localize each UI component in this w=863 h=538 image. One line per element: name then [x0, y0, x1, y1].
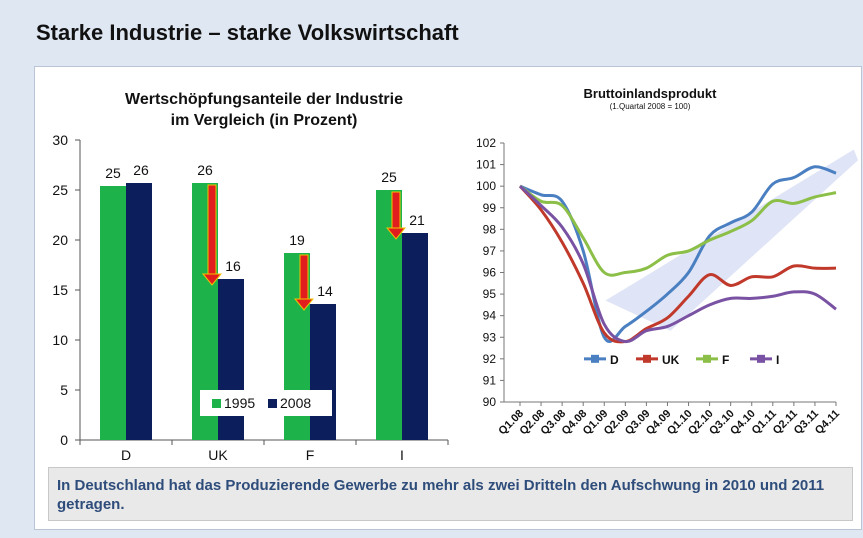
chart-panel [34, 66, 862, 530]
decline-arrow-shaft [391, 191, 401, 230]
decline-arrow-shaft [207, 184, 217, 276]
decline-arrow-shaft [299, 254, 309, 301]
bar-x-tick-label: F [306, 447, 315, 463]
line-legend-label-uk: UK [662, 353, 680, 367]
line-y-tick-label: 97 [483, 244, 497, 258]
gdp-series-line-uk [518, 185, 837, 344]
line-y-tick-label: 101 [476, 158, 496, 172]
gdp-series-line-i [518, 185, 837, 344]
bar-y-tick-label: 5 [60, 382, 68, 398]
bar-chart-title-line-1: Wertschöpfungsanteile der Industrie [125, 91, 403, 108]
bar-data-label-2008: 14 [317, 283, 333, 299]
bar-data-label-1995: 19 [289, 232, 305, 248]
line-y-tick-label: 99 [483, 201, 497, 215]
line-legend-marker-f [703, 354, 711, 363]
gdp-series-line-f [519, 184, 837, 277]
bar-legend-box [200, 390, 332, 416]
decline-arrow-head [293, 298, 315, 311]
line-y-tick-label: 96 [483, 266, 497, 280]
bar-x-tick-label: D [121, 447, 131, 463]
bar-y-tick-label: 20 [52, 232, 68, 248]
bar-x-tick-label: UK [208, 447, 228, 463]
bar-data-label-2008: 16 [225, 258, 241, 274]
line-y-tick-label: 94 [483, 309, 497, 323]
bar-y-tick-label: 15 [52, 282, 68, 298]
line-y-tick-label: 91 [483, 373, 497, 387]
bar-data-label-2008: 21 [409, 212, 425, 228]
bar-2008 [402, 233, 428, 440]
line-y-tick-label: 95 [483, 287, 497, 301]
bar-y-tick-label: 10 [52, 332, 68, 348]
bar-x-tick-label: I [400, 447, 404, 463]
bar-data-label-2008: 26 [133, 162, 149, 178]
bar-legend-swatch-1995 [212, 399, 221, 408]
line-legend-marker-d [591, 354, 599, 363]
bar-data-label-1995: 26 [197, 162, 213, 178]
bar-legend-swatch-2008 [268, 399, 277, 408]
line-x-tick-label: Q4.11 [813, 408, 842, 437]
line-legend-marker-uk [643, 354, 651, 363]
bar-legend-label-2008: 2008 [280, 395, 311, 411]
bar-legend-label-1995: 1995 [224, 395, 255, 411]
bar-data-label-1995: 25 [381, 169, 397, 185]
line-legend-label-i: I [776, 353, 779, 367]
bar-y-tick-label: 30 [52, 132, 68, 148]
line-y-tick-label: 90 [483, 395, 497, 409]
bar-1995 [100, 186, 126, 440]
line-y-tick-label: 98 [483, 222, 497, 236]
bar-2008 [310, 304, 336, 440]
decline-arrow-head [201, 273, 223, 286]
line-y-tick-label: 92 [483, 352, 497, 366]
trend-highlight-band [605, 149, 858, 331]
bar-data-label-1995: 25 [105, 165, 121, 181]
bar-y-tick-label: 25 [52, 182, 68, 198]
line-y-tick-label: 100 [476, 179, 496, 193]
summary-caption: In Deutschland hat das Produzierende Gew… [48, 467, 853, 521]
bar-y-tick-label: 0 [60, 432, 68, 448]
line-y-tick-label: 102 [476, 136, 496, 150]
line-legend-marker-i [757, 354, 765, 363]
bar-chart-title-line-2: im Vergleich (in Prozent) [171, 112, 358, 129]
bar-2008 [126, 183, 152, 440]
decline-arrow-head [385, 227, 407, 240]
line-legend-label-f: F [722, 353, 729, 367]
line-chart-title: Bruttoinlandsprodukt [584, 86, 718, 101]
line-chart-subtitle: (1.Quartal 2008 = 100) [610, 102, 691, 111]
line-y-tick-label: 93 [483, 330, 497, 344]
line-legend-label-d: D [610, 353, 619, 367]
page-title: Starke Industrie – starke Volkswirtschaf… [36, 20, 459, 45]
